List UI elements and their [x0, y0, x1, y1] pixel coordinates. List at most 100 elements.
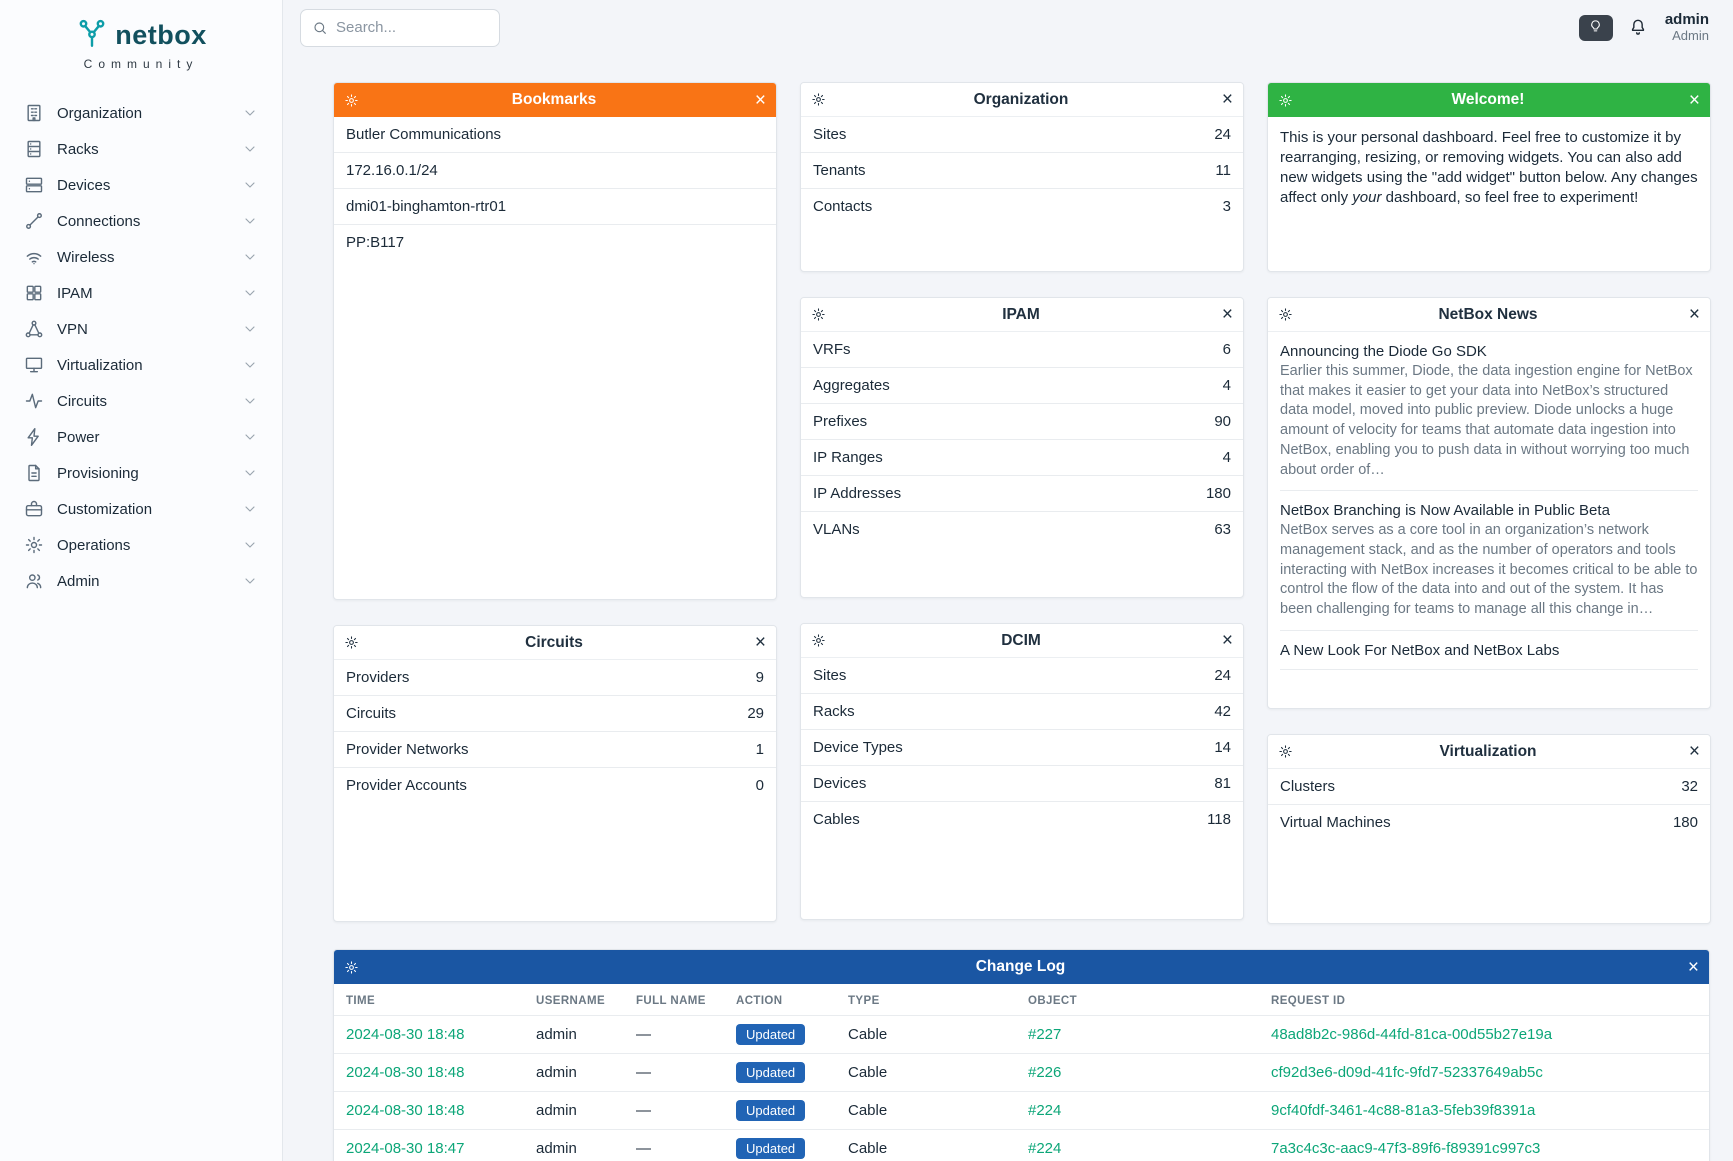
stat-label[interactable]: Devices [813, 775, 867, 792]
stat-value[interactable]: 11 [1215, 162, 1231, 179]
changelog-time-link[interactable]: 2024-08-30 18:48 [346, 1102, 465, 1119]
stat-value[interactable]: 29 [747, 705, 764, 722]
stat-label[interactable]: Contacts [813, 198, 873, 215]
changelog-object-link[interactable]: #226 [1028, 1064, 1062, 1081]
bookmark-item[interactable]: PP:B117 [346, 234, 405, 251]
sidebar-item-racks[interactable]: Racks [16, 131, 266, 167]
stat-row[interactable]: Providers 9 [334, 660, 776, 696]
stat-row[interactable]: IP Ranges 4 [801, 440, 1243, 476]
stat-row[interactable]: VRFs 6 [801, 332, 1243, 368]
stat-value[interactable]: 4 [1222, 377, 1231, 394]
stat-row[interactable]: Device Types 14 [801, 730, 1243, 766]
stat-row[interactable]: Tenants 11 [801, 153, 1243, 189]
changelog-time-link[interactable]: 2024-08-30 18:47 [346, 1140, 465, 1157]
theme-toggle-button[interactable] [1578, 14, 1613, 41]
user-menu[interactable]: admin Admin [1665, 11, 1709, 43]
stat-row[interactable]: Provider Networks 1 [334, 732, 776, 768]
stat-row[interactable]: Racks 42 [801, 694, 1243, 730]
stat-label[interactable]: Circuits [346, 705, 397, 722]
bookmark-item[interactable]: dmi01-binghamton-rtr01 [334, 189, 776, 225]
stat-label[interactable]: Sites [813, 126, 847, 143]
widget-config-gear-icon[interactable] [811, 633, 827, 649]
widget-close-icon[interactable]: × [748, 91, 766, 110]
sidebar-item-vpn[interactable]: VPN [16, 311, 266, 347]
changelog-object-link[interactable]: #227 [1028, 1026, 1062, 1043]
news-headline[interactable]: A New Look For NetBox and NetBox Labs [1280, 641, 1560, 659]
stat-value[interactable]: 180 [1205, 485, 1231, 502]
widget-config-gear-icon[interactable] [1278, 92, 1294, 108]
stat-value[interactable]: 32 [1681, 778, 1698, 795]
sidebar-item-wireless[interactable]: Wireless [16, 239, 266, 275]
widget-config-gear-icon[interactable] [1278, 307, 1294, 323]
stat-value[interactable]: 3 [1222, 198, 1231, 215]
stat-row[interactable]: Sites 24 [801, 117, 1243, 153]
notifications-bell-icon[interactable] [1628, 17, 1650, 39]
changelog-time-link[interactable]: 2024-08-30 18:48 [346, 1064, 465, 1081]
changelog-object-link[interactable]: #224 [1028, 1140, 1062, 1157]
sidebar-item-power[interactable]: Power [16, 419, 266, 455]
stat-value[interactable]: 81 [1214, 775, 1231, 792]
stat-label[interactable]: Cables [813, 811, 860, 828]
brand[interactable]: netbox Community [0, 12, 282, 85]
news-headline[interactable]: Announcing the Diode Go SDK [1280, 343, 1487, 360]
stat-row[interactable]: IP Addresses 180 [801, 476, 1243, 512]
stat-label[interactable]: Device Types [813, 739, 903, 756]
sidebar-item-operations[interactable]: Operations [16, 527, 266, 563]
widget-config-gear-icon[interactable] [811, 92, 827, 108]
stat-value[interactable]: 180 [1672, 814, 1698, 831]
stat-value[interactable]: 6 [1222, 341, 1231, 358]
stat-row[interactable]: Virtual Machines 180 [1268, 805, 1710, 840]
stat-value[interactable]: 0 [755, 777, 764, 794]
widget-close-icon[interactable]: × [1215, 305, 1233, 324]
widget-close-icon[interactable]: × [1215, 90, 1233, 109]
stat-row[interactable]: Cables 118 [801, 802, 1243, 837]
stat-label[interactable]: Providers [346, 669, 410, 686]
stat-row[interactable]: Devices 81 [801, 766, 1243, 802]
stat-value[interactable]: 24 [1214, 667, 1231, 684]
stat-label[interactable]: Aggregates [813, 377, 890, 394]
stat-value[interactable]: 42 [1214, 703, 1231, 720]
widget-close-icon[interactable]: × [748, 633, 766, 652]
stat-value[interactable]: 4 [1222, 449, 1231, 466]
stat-value[interactable]: 9 [755, 669, 764, 686]
bookmark-item[interactable]: 172.16.0.1/24 [334, 153, 776, 189]
stat-value[interactable]: 118 [1207, 811, 1231, 828]
stat-row[interactable]: Contacts 3 [801, 189, 1243, 224]
changelog-object-link[interactable]: #224 [1028, 1102, 1062, 1119]
sidebar-item-devices[interactable]: Devices [16, 167, 266, 203]
sidebar-item-circuits[interactable]: Circuits [16, 383, 266, 419]
stat-value[interactable]: 1 [755, 741, 764, 758]
stat-row[interactable]: Circuits 29 [334, 696, 776, 732]
stat-label[interactable]: Virtual Machines [1280, 814, 1391, 831]
widget-config-gear-icon[interactable] [1278, 744, 1294, 760]
search-input[interactable] [336, 19, 488, 36]
changelog-time-link[interactable]: 2024-08-30 18:48 [346, 1026, 465, 1043]
stat-row[interactable]: Prefixes 90 [801, 404, 1243, 440]
changelog-request-id-link[interactable]: cf92d3e6-d09d-41fc-9fd7-52337649ab5c [1271, 1064, 1543, 1081]
stat-label[interactable]: Provider Networks [346, 741, 469, 758]
stat-row[interactable]: Aggregates 4 [801, 368, 1243, 404]
stat-value[interactable]: 90 [1214, 413, 1231, 430]
search-box[interactable] [300, 8, 500, 47]
sidebar-item-provisioning[interactable]: Provisioning [16, 455, 266, 491]
changelog-request-id-link[interactable]: 7a3c4c3c-aac9-47f3-89f6-f89391c997c3 [1271, 1140, 1541, 1157]
stat-row[interactable]: Sites 24 [801, 658, 1243, 694]
changelog-request-id-link[interactable]: 9cf40fdf-3461-4c88-81a3-5feb39f8391a [1271, 1102, 1536, 1119]
stat-value[interactable]: 24 [1214, 126, 1231, 143]
bookmark-item[interactable]: Butler Communications [334, 117, 776, 153]
stat-value[interactable]: 14 [1214, 739, 1231, 756]
changelog-request-id-link[interactable]: 48ad8b2c-986d-44fd-81ca-00d55b27e19a [1271, 1026, 1553, 1043]
stat-value[interactable]: 63 [1214, 521, 1231, 538]
widget-close-icon[interactable]: × [1682, 742, 1700, 761]
stat-label[interactable]: Sites [813, 667, 847, 684]
widget-close-icon[interactable]: × [1682, 91, 1700, 110]
sidebar-item-admin[interactable]: Admin [16, 563, 266, 599]
sidebar-item-organization[interactable]: Organization [16, 95, 266, 131]
stat-label[interactable]: Racks [813, 703, 855, 720]
stat-label[interactable]: VLANs [813, 521, 860, 538]
stat-label[interactable]: Clusters [1280, 778, 1336, 795]
widget-close-icon[interactable]: × [1681, 958, 1699, 977]
stat-row[interactable]: Provider Accounts 0 [334, 768, 776, 803]
news-headline[interactable]: NetBox Branching is Now Available in Pub… [1280, 502, 1610, 520]
stat-row[interactable]: Clusters 32 [1268, 769, 1710, 805]
